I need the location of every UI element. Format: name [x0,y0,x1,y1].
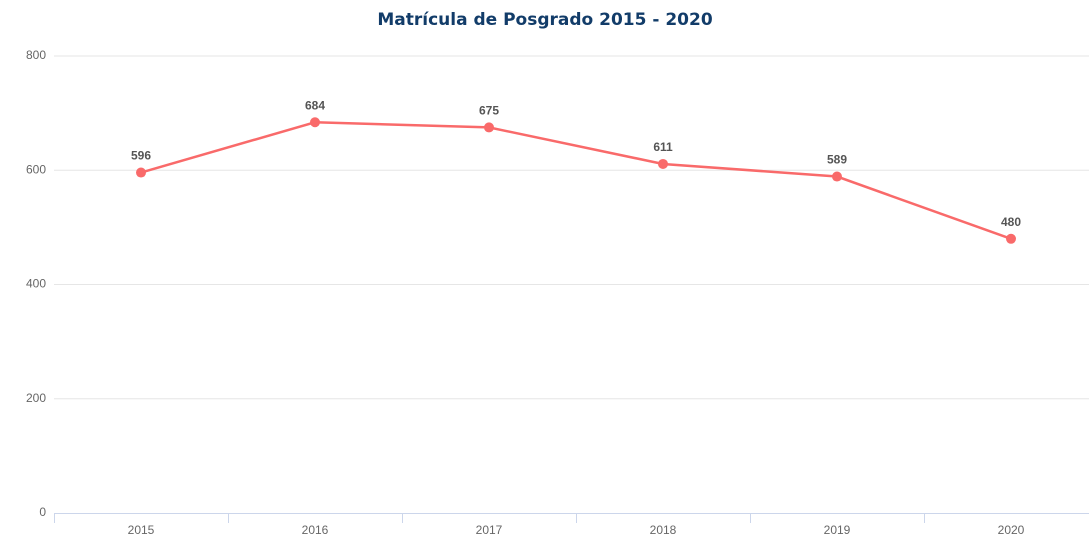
point [136,167,146,178]
x-tick-label: 2018 [650,523,677,537]
y-tick-label: 0 [39,505,46,519]
point [658,158,668,169]
y-tick-label: 200 [26,391,46,405]
x-tick-label: 2016 [302,523,329,537]
y-tick-label: 800 [26,48,46,62]
x-tick-label: 2015 [128,523,155,537]
data-label: 480 [1001,215,1021,229]
data-label: 684 [305,98,325,112]
data-label: 611 [653,140,673,154]
data-label: 589 [827,153,847,167]
point [1006,233,1016,244]
y-tick-label: 400 [26,277,46,291]
line [140,121,1012,240]
chart-title: Matrícula de Posgrado 2015 - 2020 [377,10,712,30]
point [832,171,842,182]
x-tick-label: 2019 [824,523,851,537]
data-label: 675 [479,104,499,118]
point [310,117,320,128]
point [484,122,494,133]
y-tick-label: 600 [26,162,46,176]
data-label: 596 [131,149,151,163]
x-tick-label: 2020 [998,523,1025,537]
x-tick-label: 2017 [476,523,503,537]
